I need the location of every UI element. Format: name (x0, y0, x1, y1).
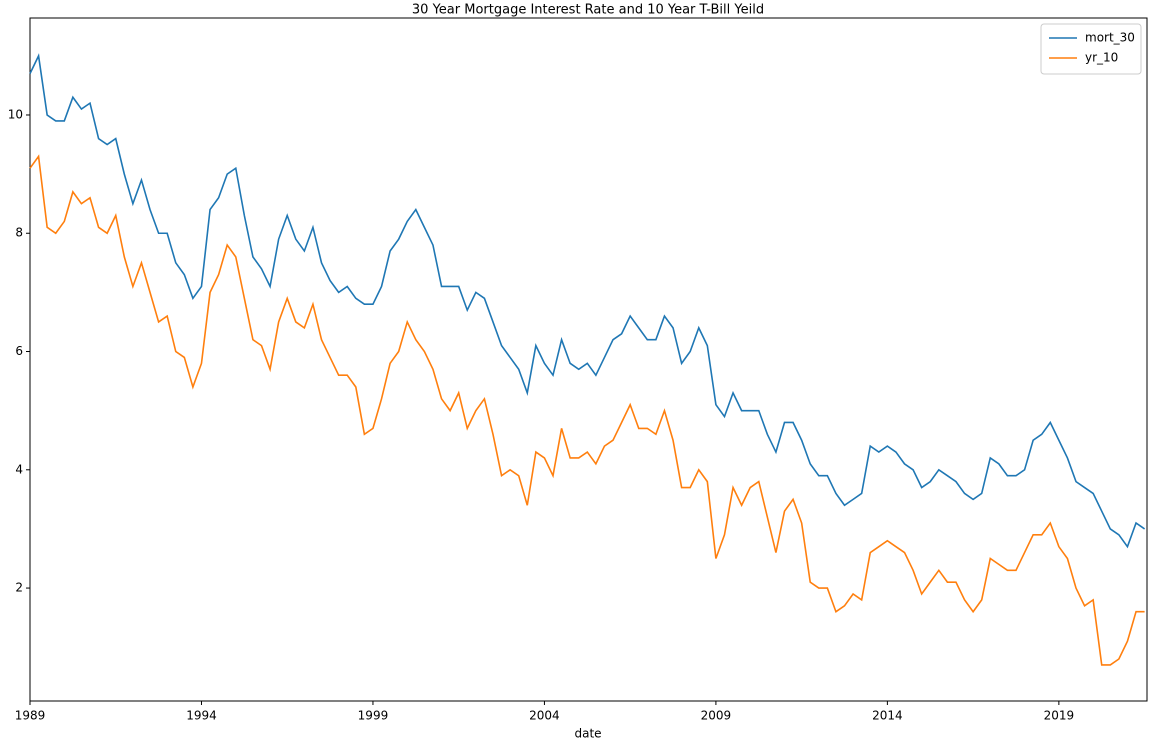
legend-label: mort_30 (1085, 31, 1135, 45)
y-tick-label: 6 (15, 344, 23, 358)
y-tick-label: 10 (8, 107, 23, 121)
y-tick-label: 4 (15, 462, 23, 476)
x-tick-label: 2014 (872, 709, 903, 723)
legend-label: yr_10 (1085, 51, 1118, 65)
x-tick-label: 1989 (15, 709, 46, 723)
chart-title: 30 Year Mortgage Interest Rate and 10 Ye… (412, 3, 764, 18)
x-axis-label: date (574, 727, 601, 741)
x-tick-label: 1999 (358, 709, 389, 723)
plot-frame (29, 17, 1148, 702)
y-tick-label: 2 (15, 581, 23, 595)
line-series (29, 53, 1146, 549)
x-tick-label: 1994 (186, 709, 217, 723)
line-series (29, 154, 1145, 666)
x-tick-label: 2009 (701, 709, 732, 723)
x-tick-label: 2004 (529, 709, 560, 723)
legend-box (1040, 23, 1142, 75)
x-tick-label: 2019 (1044, 709, 1075, 723)
y-tick-label: 8 (15, 226, 23, 240)
